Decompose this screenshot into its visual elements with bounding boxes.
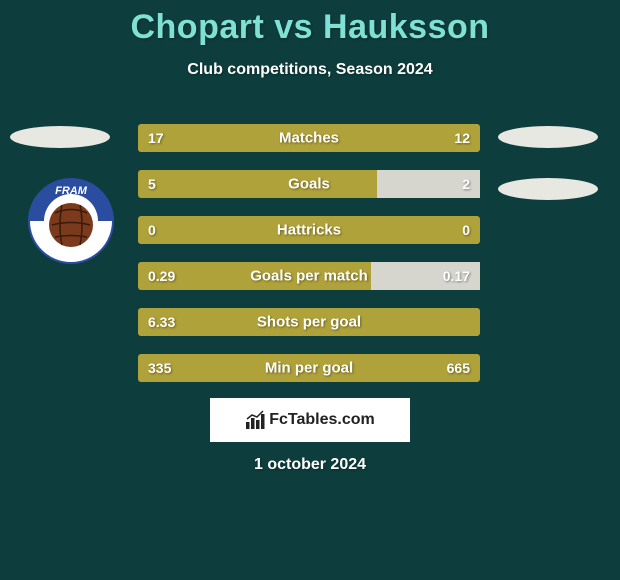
player-right-placeholder-2 — [498, 178, 598, 200]
stat-value-left: 0 — [148, 222, 156, 238]
stat-label: Min per goal — [265, 360, 353, 377]
stat-value-right: 665 — [447, 360, 470, 376]
stat-row: 17 Matches 12 — [138, 124, 480, 152]
stat-label: Goals — [288, 176, 330, 193]
team-logo-label: FRAM — [55, 185, 88, 197]
stat-value-left: 335 — [148, 360, 171, 376]
stat-value-left: 5 — [148, 176, 156, 192]
stat-value-left: 6.33 — [148, 314, 175, 330]
brand-chart-icon — [245, 410, 265, 430]
brand-box: FcTables.com — [210, 398, 410, 442]
stat-label: Goals per match — [250, 268, 368, 285]
team-logo-fram: FRAM — [28, 178, 114, 264]
brand-text: FcTables.com — [269, 411, 375, 429]
stat-label: Hattricks — [277, 222, 341, 239]
stat-label: Shots per goal — [257, 314, 361, 331]
stat-row: 335 Min per goal 665 — [138, 354, 480, 382]
player-left-placeholder — [10, 126, 110, 148]
stat-value-right: 0.17 — [443, 268, 470, 284]
subtitle: Club competitions, Season 2024 — [0, 61, 620, 79]
stat-label: Matches — [279, 130, 339, 147]
stat-value-left: 17 — [148, 130, 164, 146]
stat-row: 5 Goals 2 — [138, 170, 480, 198]
date-line: 1 october 2024 — [254, 456, 366, 474]
stat-value-left: 0.29 — [148, 268, 175, 284]
stat-value-right: 12 — [454, 130, 470, 146]
stat-value-right: 0 — [462, 222, 470, 238]
stat-value-right: 2 — [462, 176, 470, 192]
player-right-placeholder-1 — [498, 126, 598, 148]
page-title: Chopart vs Hauksson — [0, 0, 620, 47]
stats-container: 17 Matches 12 5 Goals 2 0 Hattricks 0 0.29 Goals p… — [138, 124, 480, 400]
stat-row: 0.29 Goals per match 0.17 — [138, 262, 480, 290]
stat-row: 0 Hattricks 0 — [138, 216, 480, 244]
stat-row: 6.33 Shots per goal — [138, 308, 480, 336]
